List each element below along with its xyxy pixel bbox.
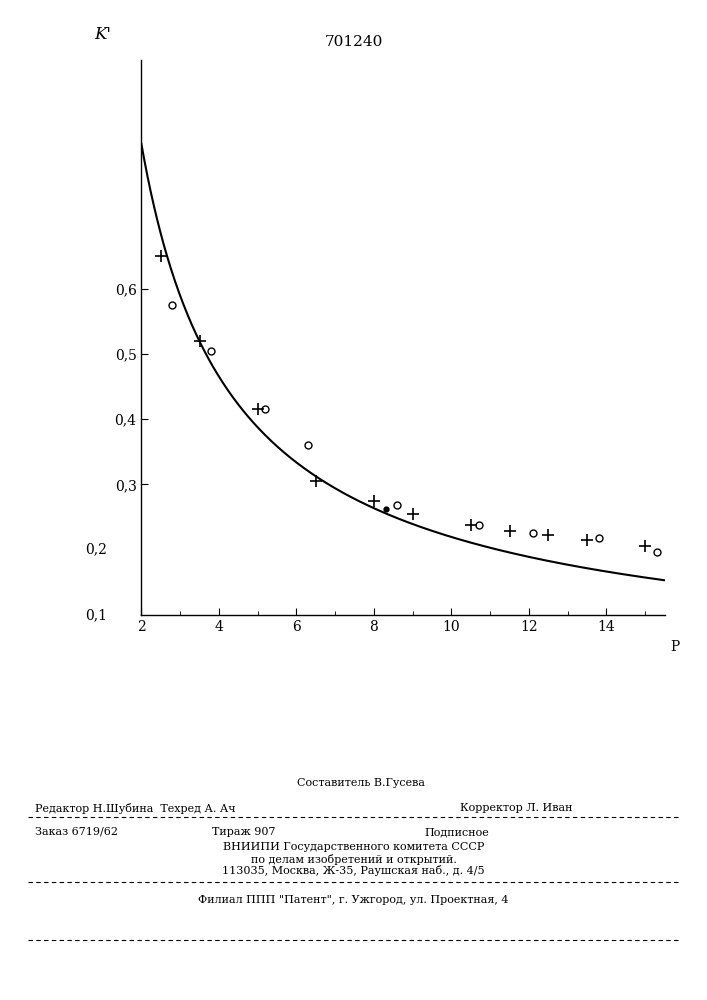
Text: Корректор Л. Иван: Корректор Л. Иван	[460, 803, 572, 813]
Text: 0,2: 0,2	[86, 543, 107, 557]
Text: 113035, Москва, Ж-35, Раушская наб., д. 4/5: 113035, Москва, Ж-35, Раушская наб., д. …	[222, 865, 485, 876]
Text: по делам изобретений и открытий.: по делам изобретений и открытий.	[250, 854, 457, 865]
Text: 701240: 701240	[325, 35, 382, 49]
Text: Заказ 6719/62: Заказ 6719/62	[35, 827, 118, 837]
Text: K': K'	[94, 26, 111, 43]
Text: Подписное: Подписное	[424, 827, 489, 837]
Text: Редактор Н.Шубина  Техред А. Ач: Редактор Н.Шубина Техред А. Ач	[35, 803, 236, 814]
Text: Составитель В.Гусева: Составитель В.Гусева	[297, 778, 425, 788]
Text: Тираж 907: Тираж 907	[212, 827, 276, 837]
Text: ВНИИПИ Государственного комитета СССР: ВНИИПИ Государственного комитета СССР	[223, 842, 484, 852]
Text: Филиал ППП "Патент", г. Ужгород, ул. Проектная, 4: Филиал ППП "Патент", г. Ужгород, ул. Про…	[198, 895, 509, 905]
Text: P: P	[670, 640, 679, 654]
Text: 0,1: 0,1	[86, 608, 107, 622]
